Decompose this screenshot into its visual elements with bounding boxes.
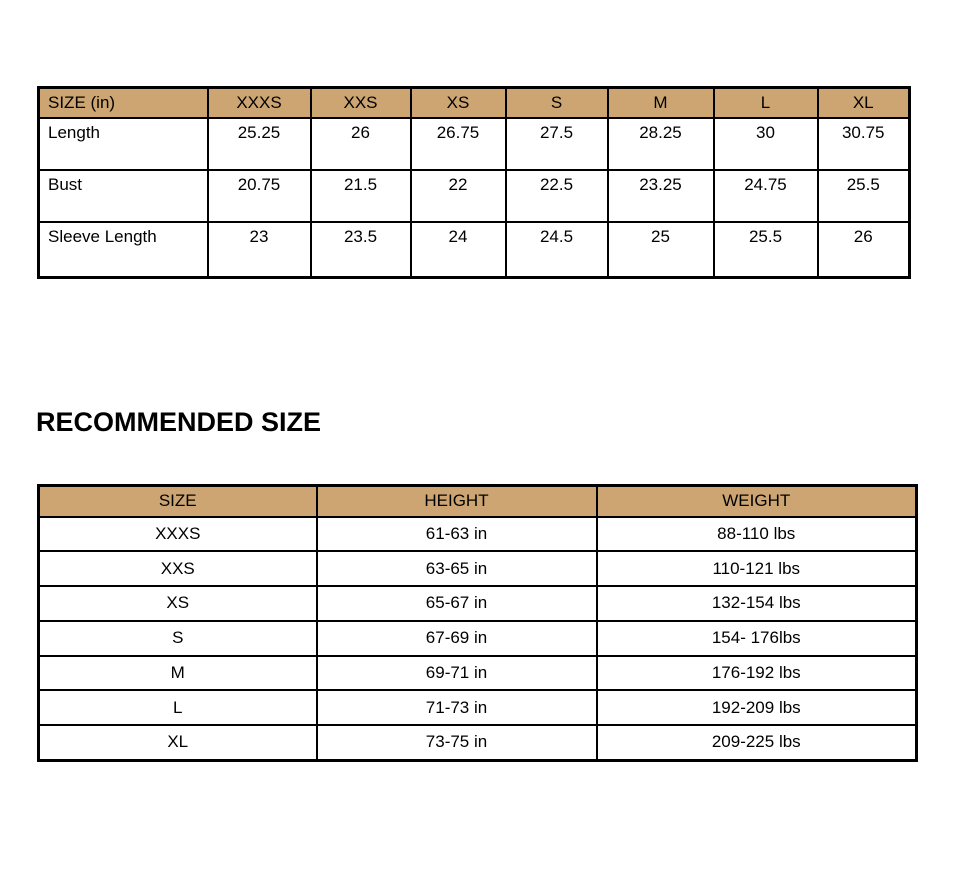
row-label: Sleeve Length xyxy=(37,220,209,279)
cell-size: L xyxy=(37,689,318,727)
size-chart-header-s: S xyxy=(504,86,609,119)
cell-weight: 176-192 lbs xyxy=(595,654,918,692)
recommended-row-xxxs: XXXS 61-63 in 88-110 lbs xyxy=(37,515,918,553)
size-chart-table: SIZE (in) XXXS XXS XS S M L XL Length 25… xyxy=(37,86,911,279)
recommended-row-xxs: XXS 63-65 in 110-121 lbs xyxy=(37,550,918,588)
size-chart-row-bust: Bust 20.75 21.5 22 22.5 23.25 24.75 25.5 xyxy=(37,168,911,223)
cell: 25.5 xyxy=(712,220,819,279)
size-chart-header-size: SIZE (in) xyxy=(37,86,209,119)
cell-weight: 132-154 lbs xyxy=(595,585,918,622)
cell-height: 65-67 in xyxy=(315,585,598,622)
cell: 23 xyxy=(206,220,312,279)
size-chart-header-m: M xyxy=(606,86,715,119)
size-chart-header-xxxs: XXXS xyxy=(206,86,312,119)
cell: 21.5 xyxy=(309,168,412,223)
cell-height: 71-73 in xyxy=(315,689,598,727)
cell-size: XXXS xyxy=(37,515,318,553)
cell-size: M xyxy=(37,654,318,692)
cell: 24.75 xyxy=(712,168,819,223)
size-chart-header-xs: XS xyxy=(409,86,507,119)
cell-weight: 110-121 lbs xyxy=(595,550,918,588)
cell: 25.5 xyxy=(816,168,911,223)
cell: 24 xyxy=(409,220,507,279)
cell-size: XXS xyxy=(37,550,318,588)
cell: 22 xyxy=(409,168,507,223)
cell: 22.5 xyxy=(504,168,609,223)
size-chart-header-l: L xyxy=(712,86,819,119)
row-label: Bust xyxy=(37,168,209,223)
recommended-row-m: M 69-71 in 176-192 lbs xyxy=(37,654,918,692)
cell-height: 63-65 in xyxy=(315,550,598,588)
cell: 25 xyxy=(606,220,715,279)
size-chart-row-length: Length 25.25 26 26.75 27.5 28.25 30 30.7… xyxy=(37,116,911,171)
cell: 23.5 xyxy=(309,220,412,279)
size-chart-header-row: SIZE (in) XXXS XXS XS S M L XL xyxy=(37,86,911,119)
size-chart-header-xl: XL xyxy=(816,86,911,119)
cell: 20.75 xyxy=(206,168,312,223)
cell: 26 xyxy=(816,220,911,279)
cell: 26 xyxy=(309,116,412,171)
cell: 23.25 xyxy=(606,168,715,223)
cell: 30 xyxy=(712,116,819,171)
cell: 30.75 xyxy=(816,116,911,171)
recommended-row-s: S 67-69 in 154- 176lbs xyxy=(37,619,918,657)
cell-size: XL xyxy=(37,724,318,762)
cell-height: 73-75 in xyxy=(315,724,598,762)
recommended-header-height: HEIGHT xyxy=(315,484,598,518)
cell-weight: 209-225 lbs xyxy=(595,724,918,762)
section-title: RECOMMENDED SIZE xyxy=(36,407,322,437)
cell: 27.5 xyxy=(504,116,609,171)
cell: 28.25 xyxy=(606,116,715,171)
cell: 26.75 xyxy=(409,116,507,171)
size-chart-row-sleeve-length: Sleeve Length 23 23.5 24 24.5 25 25.5 26 xyxy=(37,220,911,279)
cell-height: 67-69 in xyxy=(315,619,598,657)
recommended-row-xs: XS 65-67 in 132-154 lbs xyxy=(37,585,918,622)
recommended-size-table: SIZE HEIGHT WEIGHT XXXS 61-63 in 88-110 … xyxy=(37,484,918,762)
cell: 24.5 xyxy=(504,220,609,279)
recommended-size-header-row: SIZE HEIGHT WEIGHT xyxy=(37,484,918,518)
row-label: Length xyxy=(37,116,209,171)
recommended-row-l: L 71-73 in 192-209 lbs xyxy=(37,689,918,727)
cell-weight: 88-110 lbs xyxy=(595,515,918,553)
cell: 25.25 xyxy=(206,116,312,171)
recommended-header-size: SIZE xyxy=(37,484,318,518)
recommended-row-xl: XL 73-75 in 209-225 lbs xyxy=(37,724,918,762)
cell-weight: 154- 176lbs xyxy=(595,619,918,657)
cell-size: S xyxy=(37,619,318,657)
cell-height: 69-71 in xyxy=(315,654,598,692)
recommended-header-weight: WEIGHT xyxy=(595,484,918,518)
cell-height: 61-63 in xyxy=(315,515,598,553)
size-chart-header-xxs: XXS xyxy=(309,86,412,119)
cell-size: XS xyxy=(37,585,318,622)
cell-weight: 192-209 lbs xyxy=(595,689,918,727)
